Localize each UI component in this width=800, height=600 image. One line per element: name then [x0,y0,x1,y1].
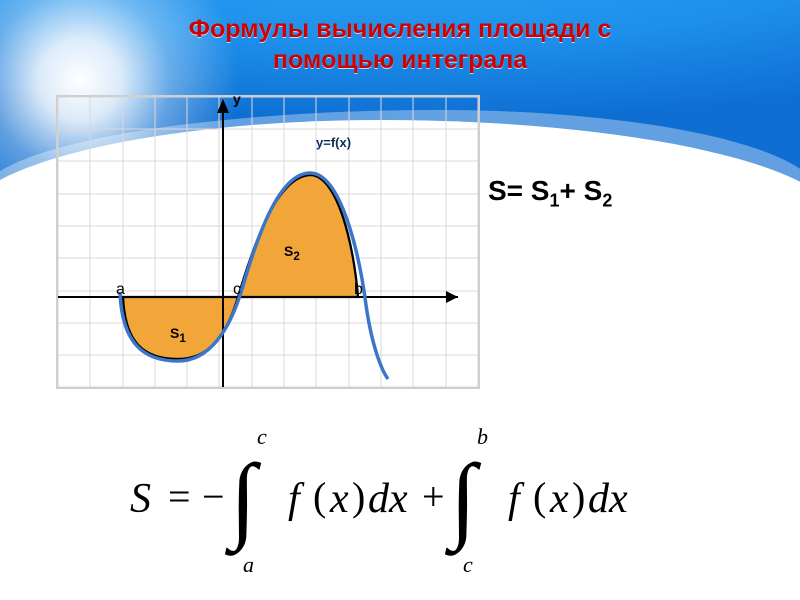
s2-sub: 2 [293,250,299,263]
title-line1: Формулы вычисления площади с [189,15,612,43]
f1-f: f [288,476,305,522]
f2-x: x [549,476,569,522]
f1-rp: ) [352,474,365,519]
s1-text: S [170,325,179,341]
fminus: − [202,474,225,519]
x-axis-arrow [446,291,458,303]
int2: ∫ [444,444,482,556]
integral-formula: S = − ∫ c a f ( x ) dx + ∫ b c f ( [130,400,690,580]
feq: = [168,474,191,519]
int1: ∫ [224,444,262,556]
lim1-lower: a [243,552,254,577]
sum-S: S= S [488,175,549,206]
graph-svg [58,97,478,387]
f2-rp: ) [572,474,585,519]
f1-dx: dx [368,476,408,522]
sum-plus: + S [560,175,603,206]
graph-panel: y y=f(x) a c b S1 S2 [56,95,480,389]
f2-dx: dx [588,476,628,522]
f2-f: f [508,476,525,522]
lim1-upper: c [257,424,267,449]
slide-title: Формулы вычисления площади с помощью инт… [0,14,800,77]
f2-lp: ( [533,474,546,519]
f1-x: x [329,476,349,522]
sum-sub1: 1 [549,191,559,211]
sum-sub2: 2 [602,191,612,211]
f1-lp: ( [313,474,326,519]
b-label: b [354,281,363,299]
s1-sub: 1 [179,332,185,345]
fS: S [130,476,151,522]
s2-region [238,175,358,297]
a-label: a [116,281,125,299]
fplus: + [422,474,445,519]
y-axis-label: y [233,91,241,107]
lim2-lower: c [463,552,473,577]
c-label: c [233,281,241,299]
lim2-upper: b [477,424,488,449]
s1-label: S1 [170,325,186,345]
slide-root: Формулы вычисления площади с помощью инт… [0,0,800,600]
s2-text: S [284,243,293,259]
sum-formula: S= S1+ S2 [488,175,612,212]
fx-label: y=f(x) [316,135,351,150]
s2-label: S2 [284,243,300,263]
title-line2: помощью интеграла [273,46,527,74]
